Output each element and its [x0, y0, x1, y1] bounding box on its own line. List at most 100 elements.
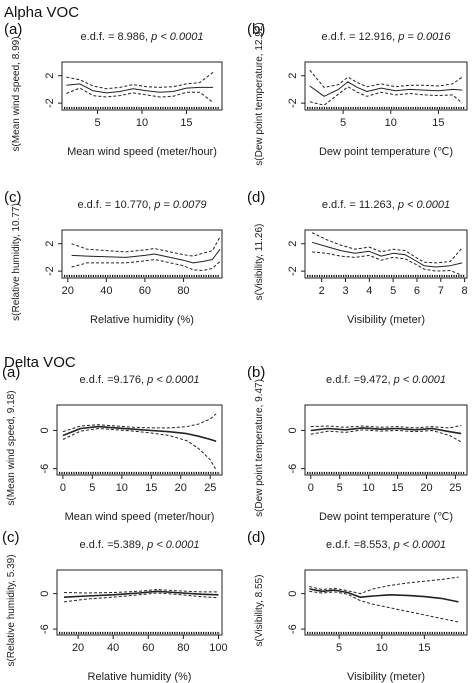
section-title-delta: Delta VOC	[4, 354, 76, 371]
confidence-band-upper	[71, 236, 221, 257]
edf-annotation: e.d.f. = 10.770, p = 0.0079	[77, 199, 206, 211]
x-tick-label: 10	[116, 482, 128, 494]
panel-8: (d) e.d.f. =8.553, p < 0.0001 s(Visibility…	[247, 529, 468, 683]
x-tick-label: 2	[319, 285, 325, 297]
confidence-band-lower	[71, 259, 221, 271]
panel-2: (b) e.d.f. = 12.916, p = 0.0016 s(Dew poin…	[247, 21, 468, 166]
panel-7: (c) e.d.f. =5.389, p < 0.0001 s(Relative h…	[2, 529, 228, 683]
section-title-alpha: Alpha VOC	[4, 4, 79, 21]
panel-label: (d)	[247, 529, 265, 546]
x-tick-label: 8	[462, 285, 468, 297]
edf-value: e.d.f. = 8.986,	[81, 31, 152, 43]
plot-frame	[56, 404, 223, 476]
y-axis-label: s(Mean wind speed, 9.18)	[6, 390, 17, 505]
x-tick-label: 25	[204, 482, 216, 494]
smooth-fit-line	[309, 588, 459, 603]
y-tick-label: -2	[287, 98, 299, 108]
confidence-band-upper	[309, 69, 463, 88]
x-tick-label: 10	[136, 117, 148, 129]
panel-label: (b)	[247, 364, 265, 381]
x-tick-label: 25	[449, 482, 461, 494]
x-tick-label: 100	[209, 642, 227, 654]
y-axis-label: s(Relative humidity, 5.39)	[6, 554, 17, 666]
plot-frame	[304, 569, 468, 636]
smooth-fit-line	[311, 241, 463, 268]
x-tick-label: 6	[414, 285, 420, 297]
x-tick-label: 10	[385, 117, 397, 129]
x-tick-label: 20	[420, 482, 432, 494]
y-tick-label: 0	[287, 591, 299, 597]
y-axis-label: s(Visibility, 8.55)	[254, 575, 265, 647]
p-value: p < 0.0001	[146, 539, 199, 551]
panel-label: (c)	[2, 529, 20, 546]
edf-annotation: e.d.f. = 11.263, p < 0.0001	[322, 199, 450, 211]
x-tick-label: 60	[142, 642, 154, 654]
x-tick-label: 5	[336, 642, 342, 654]
x-axis-label: Dew point temperature (℃)	[319, 146, 453, 158]
y-tick-label: 2	[287, 73, 299, 79]
p-value: p = 0.0079	[153, 199, 206, 211]
y-tick-label: -2	[44, 266, 56, 276]
edf-value: e.d.f. = 12.916,	[321, 31, 398, 43]
p-value: p < 0.0001	[393, 539, 446, 551]
confidence-band-lower	[62, 428, 217, 471]
x-tick-label: 15	[432, 117, 444, 129]
panel-4: (d) e.d.f. = 11.263, p < 0.0001 s(Visibili…	[247, 189, 468, 326]
x-tick-label: 15	[391, 482, 403, 494]
x-tick-label: 5	[390, 285, 396, 297]
x-tick-label: 10	[376, 642, 388, 654]
x-tick-label: 5	[94, 117, 100, 129]
confidence-band-upper	[310, 424, 462, 429]
confidence-band-upper	[311, 232, 463, 264]
plot-frame	[56, 569, 223, 636]
x-axis-label: Relative humidity (%)	[88, 671, 192, 683]
x-axis-label: Mean wind speed (meter/hour)	[65, 511, 215, 523]
p-value: p = 0.0016	[397, 31, 451, 43]
y-axis-label: s(Mean wind speed, 8.99)	[11, 36, 22, 151]
y-tick-label: -6	[39, 624, 51, 634]
x-tick-label: 20	[72, 642, 84, 654]
y-tick-label: -6	[39, 464, 51, 474]
x-tick-label: 5	[89, 482, 95, 494]
smooth-fit-line	[62, 425, 217, 443]
panel-label: (c)	[4, 189, 22, 206]
confidence-band-upper	[63, 589, 219, 594]
edf-annotation: e.d.f. = 12.916, p = 0.0016	[321, 31, 451, 43]
x-tick-label: 80	[177, 642, 189, 654]
edf-annotation: e.d.f. =8.553, p < 0.0001	[326, 539, 446, 551]
x-tick-label: 7	[438, 285, 444, 297]
x-tick-label: 5	[337, 482, 343, 494]
x-tick-label: 40	[100, 285, 112, 297]
x-tick-label: 20	[175, 482, 187, 494]
plot-frame	[61, 229, 223, 279]
x-tick-label: 20	[62, 285, 74, 297]
edf-value: e.d.f. = 10.770,	[77, 199, 154, 211]
edf-annotation: e.d.f. =5.389, p < 0.0001	[80, 539, 200, 551]
x-tick-label: 0	[60, 482, 66, 494]
panel-label: (a)	[2, 364, 20, 381]
y-tick-label: 2	[287, 241, 299, 247]
edf-value: e.d.f. =9.176,	[80, 374, 148, 386]
plot-frame	[304, 61, 468, 111]
y-tick-label: 2	[44, 73, 56, 79]
panel-label: (b)	[247, 21, 265, 38]
panel-label: (d)	[247, 189, 265, 206]
y-axis-label: s(Dew point temperature, 12.92)	[254, 22, 265, 165]
x-axis-label: Relative humidity (%)	[90, 314, 194, 326]
edf-value: e.d.f. =9.472,	[326, 374, 394, 386]
x-axis-label: Mean wind speed (meter/hour)	[67, 146, 217, 158]
y-tick-label: -6	[287, 624, 299, 634]
smooth-fit-line	[66, 83, 214, 94]
confidence-band-upper	[66, 71, 214, 90]
x-tick-label: 4	[366, 285, 372, 297]
smooth-fit-line	[310, 427, 462, 435]
x-axis-label: Visibility (meter)	[347, 314, 425, 326]
confidence-band-upper	[62, 413, 217, 433]
edf-value: e.d.f. =5.389,	[80, 539, 148, 551]
panel-5: (a) e.d.f. =9.176, p < 0.0001 s(Mean wind …	[2, 364, 223, 523]
x-tick-label: 15	[180, 117, 192, 129]
y-axis-label: s(Dew point temperature, 9.47)	[254, 379, 265, 517]
smooth-fit-line	[63, 590, 219, 598]
y-tick-label: -2	[287, 266, 299, 276]
